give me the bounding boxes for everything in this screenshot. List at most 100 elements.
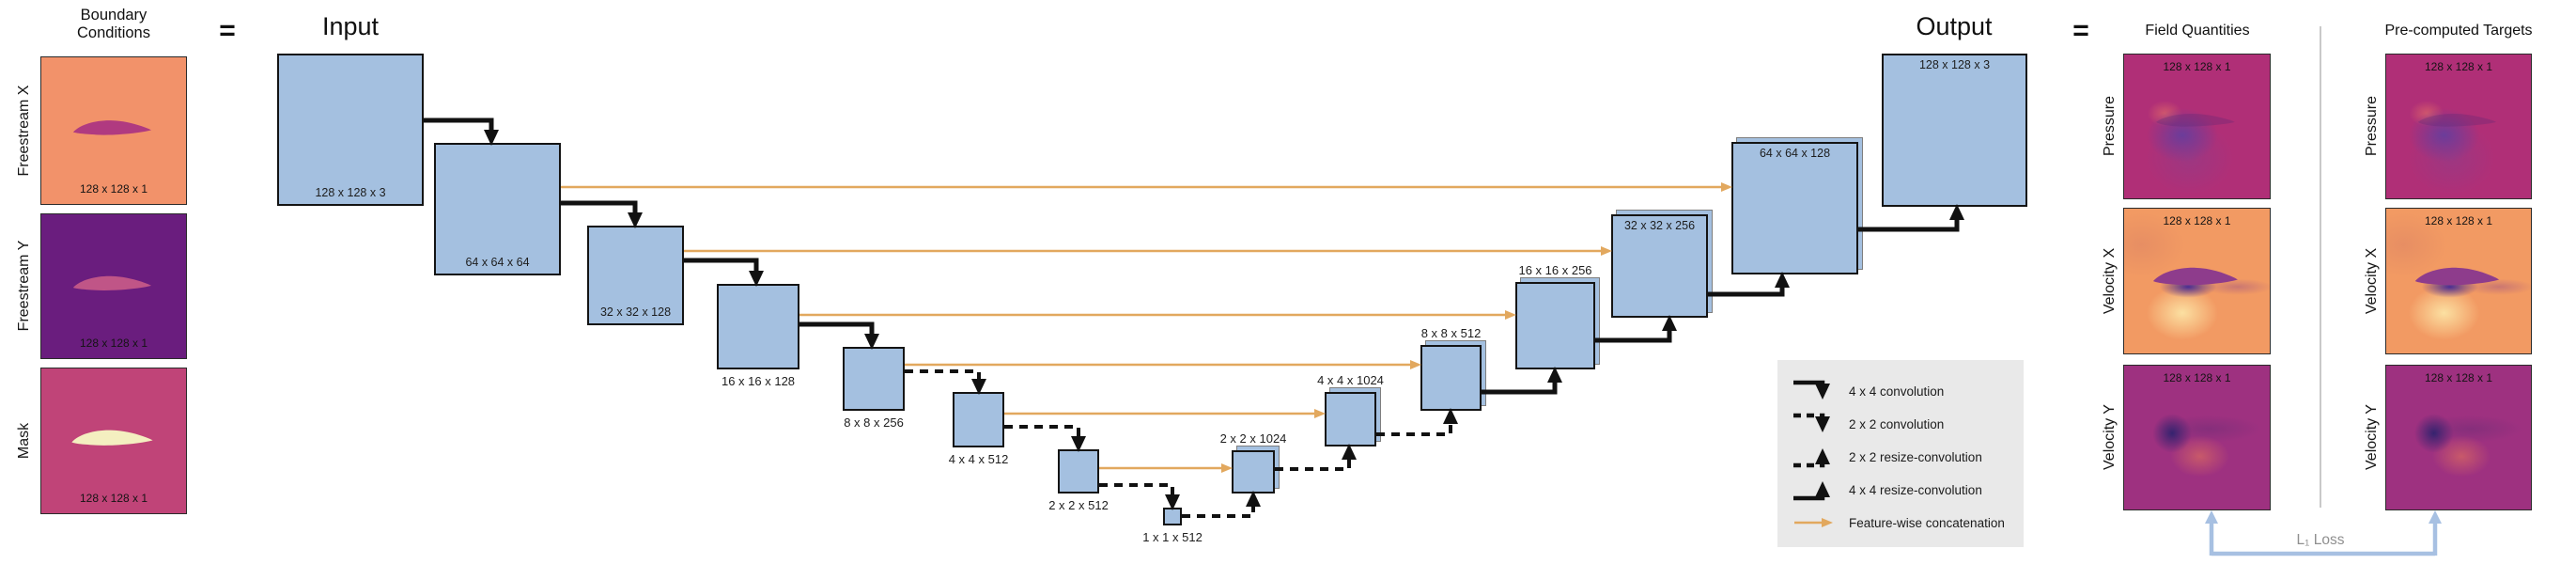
resize-conv-arrow-3 — [1376, 408, 1458, 436]
block-face — [1325, 392, 1376, 446]
freestream-x-image: 128 x 128 x 1 — [40, 56, 187, 205]
field-velocity-x-image: 128 x 128 x 1 — [2123, 208, 2271, 354]
legend-item-label: 4 x 4 convolution — [1849, 384, 1945, 399]
conv-arrow-2 — [561, 200, 643, 228]
block-dim-label: 32 x 32 x 256 — [1623, 219, 1696, 232]
unet-block-output: 128 x 128 x 3 — [1882, 54, 2027, 207]
block-dim-label: 4 x 4 x 512 — [948, 452, 1009, 466]
image-dims: 128 x 128 x 1 — [2424, 214, 2493, 227]
conv-arrow-7 — [1099, 483, 1180, 510]
legend-solid-down-arrow-icon — [1793, 380, 1830, 400]
block-face — [1420, 345, 1482, 411]
conv-arrow-6 — [1004, 425, 1086, 452]
unet-block-dec-16: 16 x 16 x 256 — [1515, 263, 1600, 369]
unet-block-enc-4: 4 x 4 x 512 — [949, 392, 1008, 466]
target-pressure-image: 128 x 128 x 1 — [2385, 54, 2532, 199]
resize-conv-arrow-4 — [1482, 367, 1562, 395]
image-dims: 128 x 128 x 1 — [2163, 214, 2231, 227]
legend-item: 2 x 2 resize-convolution — [1791, 446, 2024, 468]
airfoil-shape — [71, 430, 153, 446]
block-dim-label: 8 x 8 x 512 — [1420, 326, 1482, 340]
field-velocity-y-label: Velocity Y — [2102, 404, 2118, 470]
block-face — [587, 226, 684, 325]
block-face — [1163, 508, 1182, 525]
legend-item: 4 x 4 resize-convolution — [1791, 478, 2024, 501]
freestream-y-image: 128 x 128 x 1 — [40, 213, 187, 359]
block-face — [434, 143, 561, 275]
legend-dashed-up-arrow-icon — [1793, 448, 1830, 468]
block-dim-label: 8 x 8 x 256 — [844, 415, 904, 430]
airfoil-shape — [2414, 267, 2500, 286]
l1-loss-label: L₁ Loss — [2296, 532, 2345, 548]
image-dims: 128 x 128 x 1 — [79, 492, 148, 505]
image-dims: 128 x 128 x 1 — [2424, 60, 2493, 73]
block-dim-label: 4 x 4 x 1024 — [1317, 373, 1384, 387]
legend-item-label: Feature-wise concatenation — [1849, 515, 2005, 530]
block-face — [1731, 142, 1858, 274]
legend-item-label: 4 x 4 resize-convolution — [1849, 482, 1982, 497]
unet-block-dec-8: 8 x 8 x 512 — [1420, 326, 1486, 411]
resize-conv-arrow-7 — [1858, 204, 1964, 232]
target-velocity-y-image: 128 x 128 x 1 — [2385, 365, 2532, 510]
resize-conv-arrow-5 — [1595, 315, 1677, 343]
block-dim-label: 128 x 128 x 3 — [1918, 58, 1991, 71]
image-dims: 128 x 128 x 1 — [79, 337, 148, 350]
legend-item: 2 x 2 convolution — [1791, 413, 2024, 435]
equals-sign-left: = — [219, 15, 236, 46]
block-face — [843, 347, 905, 411]
block-face — [1882, 54, 2027, 207]
conv-arrow-1 — [424, 118, 499, 146]
block-dim-label: 64 x 64 x 64 — [465, 256, 530, 269]
unet-block-enc-2: 2 x 2 x 512 — [1048, 449, 1109, 512]
legend-item-label: 2 x 2 resize-convolution — [1849, 449, 1982, 464]
conv-arrow-3 — [684, 258, 764, 287]
block-face — [953, 392, 1004, 447]
block-face — [717, 284, 799, 369]
unet-block-enc-64: 64 x 64 x 64 — [434, 143, 561, 275]
pre-computed-targets-title: Pre-computed Targets — [2384, 23, 2533, 39]
boundary-conditions-title: Boundary Conditions — [77, 7, 150, 42]
block-dim-label: 128 x 128 x 3 — [315, 186, 386, 199]
block-dim-label: 16 x 16 x 128 — [721, 374, 796, 388]
unet-block-enc-8: 8 x 8 x 256 — [843, 347, 905, 430]
image-dims: 128 x 128 x 1 — [2163, 60, 2231, 73]
conv-arrow-4 — [799, 321, 879, 350]
target-velocity-x-image: 128 x 128 x 1 — [2385, 208, 2532, 354]
target-velocity-x-label: Velocity X — [2364, 247, 2380, 315]
airfoil-shape — [2153, 267, 2238, 286]
freestream-x-label: Freestream X — [16, 85, 32, 177]
legend-item: 4 x 4 convolution — [1791, 380, 2024, 402]
resize-conv-arrow-6 — [1708, 272, 1790, 297]
target-velocity-y-label: Velocity Y — [2364, 404, 2380, 470]
legend-solid-up-arrow-icon — [1793, 481, 1830, 501]
field-velocity-y-image: 128 x 128 x 1 — [2123, 365, 2271, 510]
field-quantities-title: Field Quantities — [2145, 23, 2250, 39]
unet-block-dec-4: 4 x 4 x 1024 — [1317, 373, 1384, 446]
block-dim-label: 32 x 32 x 128 — [599, 306, 672, 319]
block-dim-label: 2 x 2 x 512 — [1048, 498, 1109, 512]
freestream-y-label: Freestream Y — [16, 240, 32, 332]
target-pressure-label: Pressure — [2364, 95, 2380, 157]
unet-block-enc-16: 16 x 16 x 128 — [717, 284, 799, 388]
block-dim-label: 2 x 2 x 1024 — [1219, 431, 1287, 446]
airfoil-shape — [72, 275, 152, 290]
airfoil-shape — [72, 120, 152, 135]
legend-concatenation-arrow-icon — [1794, 518, 1833, 527]
legend-box: 4 x 4 convolution 2 x 2 convolution 2 x … — [1777, 360, 2024, 547]
column-divider — [2320, 26, 2321, 508]
legend-dashed-down-arrow-icon — [1793, 413, 1830, 432]
output-title: Output — [1916, 12, 1993, 40]
field-pressure-image: 128 x 128 x 1 — [2123, 54, 2271, 199]
block-dim-label: 16 x 16 x 256 — [1518, 263, 1592, 277]
block-face — [1515, 282, 1595, 369]
block-face — [277, 54, 424, 206]
airfoil-shape — [2156, 114, 2235, 127]
airfoil-shape — [2417, 114, 2497, 127]
unet-block-enc-32: 32 x 32 x 128 — [587, 226, 684, 325]
mask-image: 128 x 128 x 1 — [40, 368, 187, 514]
resize-conv-arrow-1 — [1182, 491, 1261, 518]
resize-conv-arrow-2 — [1275, 444, 1357, 471]
block-face — [1611, 214, 1708, 318]
unet-block-dec-2: 2 x 2 x 1024 — [1220, 431, 1286, 494]
legend-item: Feature-wise concatenation — [1791, 511, 2024, 534]
